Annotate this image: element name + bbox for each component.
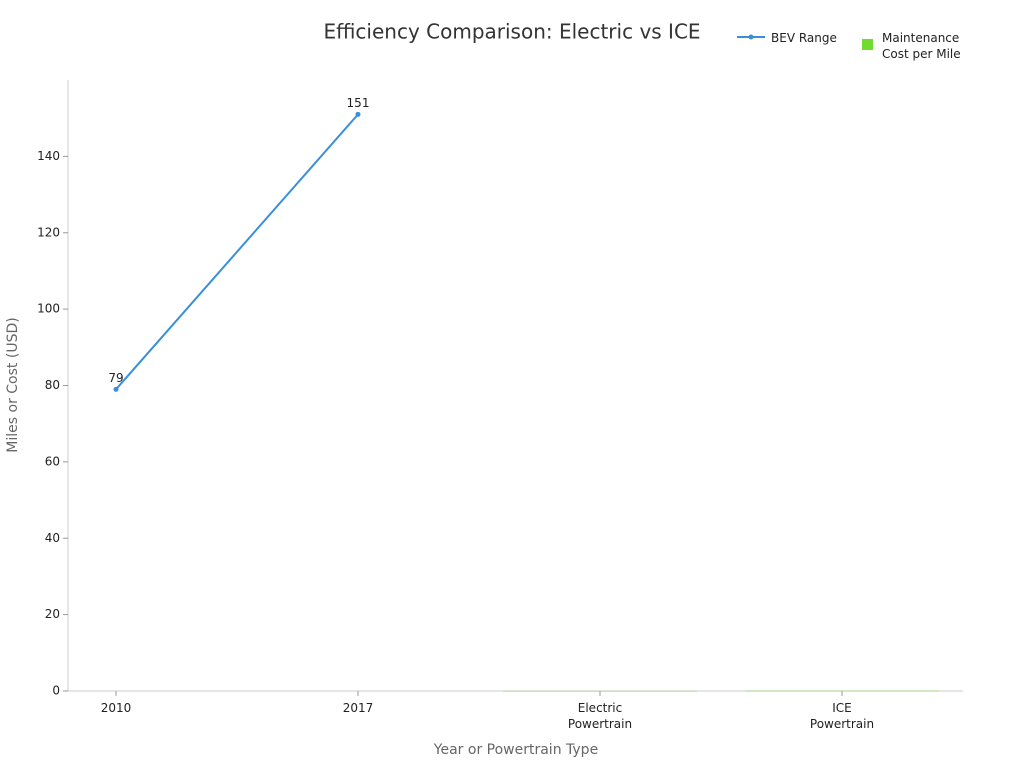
x-axis-title: Year or Powertrain Type: [433, 742, 598, 758]
point: [113, 386, 119, 392]
legend-swatch: [862, 39, 873, 50]
x-tick-label: 2010: [101, 701, 132, 715]
x-tick-label: 2017: [343, 701, 374, 715]
point: [355, 111, 361, 117]
x-tick-label: Electric Powertrain: [568, 701, 632, 731]
line: [115, 113, 359, 390]
y-tick-label: 80: [45, 378, 60, 392]
chart-title: Efficiency Comparison: Electric vs ICE: [323, 20, 700, 44]
data-label: 79: [108, 371, 123, 385]
bar: [745, 690, 939, 692]
legend-label: BEV Range: [771, 31, 837, 45]
y-axis-title: Miles or Cost (USD): [5, 317, 21, 452]
bar: [503, 690, 697, 692]
y-tick-label: 120: [37, 225, 60, 239]
x-tick-label: ICE Powertrain: [810, 701, 874, 731]
y-tick-label: 40: [45, 531, 60, 545]
y-tick-label: 20: [45, 607, 60, 621]
legend-label: Maintenance Cost per Mile: [882, 31, 961, 61]
data-label: 151: [347, 96, 370, 110]
y-tick-label: 0: [52, 684, 60, 698]
legend-swatch: [748, 34, 754, 40]
y-tick-label: 100: [37, 302, 60, 316]
y-tick-label: 60: [45, 454, 60, 468]
y-tick-label: 140: [37, 149, 60, 163]
